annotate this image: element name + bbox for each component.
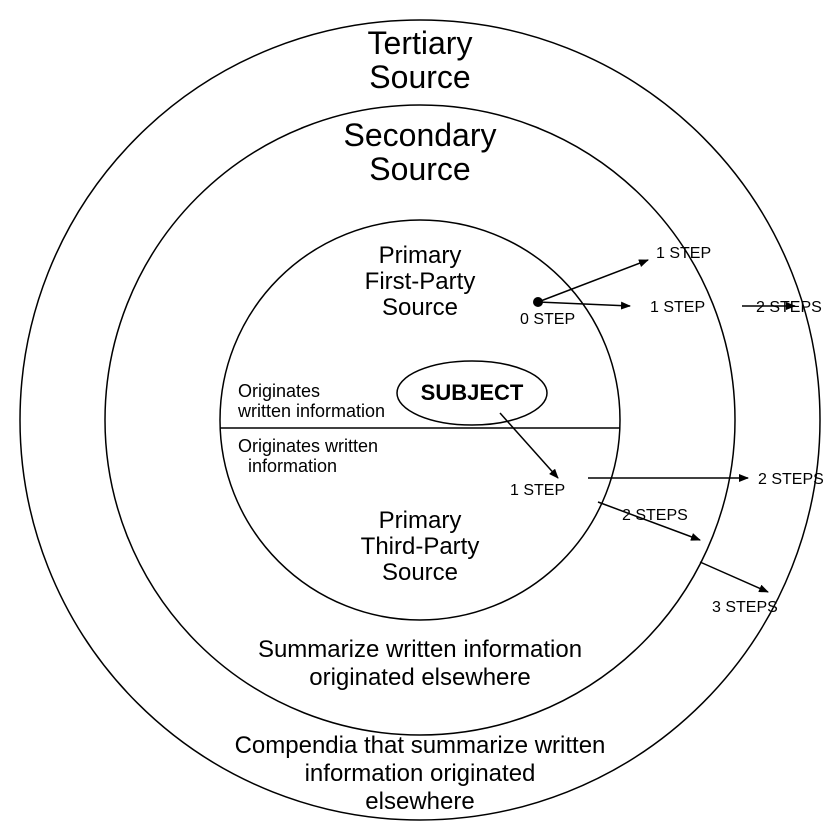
step-1c: 1 STEP [510, 482, 565, 499]
step-1a: 1 STEP [656, 245, 711, 262]
primary-third-party-1: Primary [379, 507, 462, 534]
step-3: 3 STEPS [712, 599, 778, 616]
originates-upper-1: Originates [238, 381, 320, 401]
tertiary-desc-3: elsewhere [365, 788, 474, 815]
originates-lower-2: information [248, 456, 337, 476]
arrow-b4 [700, 562, 768, 592]
tertiary-desc-1: Compendia that summarize written [235, 732, 606, 759]
primary-third-party-3: Source [382, 559, 458, 586]
primary-first-party-1: Primary [379, 242, 462, 269]
secondary-desc-2: originated elsewhere [309, 664, 530, 691]
secondary-label-1: Secondary [344, 117, 497, 153]
primary-first-party-3: Source [382, 294, 458, 321]
step-0: 0 STEP [520, 311, 575, 328]
step-2c: 2 STEPS [622, 507, 688, 524]
arrow-a1 [538, 260, 648, 302]
secondary-label-2: Source [369, 151, 470, 187]
primary-first-party-2: First-Party [365, 268, 476, 295]
tertiary-label-1: Tertiary [368, 25, 473, 61]
originates-upper-2: written information [237, 401, 385, 421]
step-1b: 1 STEP [650, 299, 705, 316]
secondary-desc-1: Summarize written information [258, 636, 582, 663]
source-diagram: Tertiary Source Secondary Source Primary… [0, 0, 840, 840]
step-2a: 2 STEPS [756, 299, 822, 316]
originates-lower-1: Originates written [238, 436, 378, 456]
arrow-b1 [500, 413, 558, 478]
primary-third-party-2: Third-Party [361, 533, 480, 560]
step-2b: 2 STEPS [758, 471, 824, 488]
tertiary-desc-2: information originated [305, 760, 536, 787]
subject-label: SUBJECT [421, 380, 524, 405]
tertiary-label-2: Source [369, 59, 470, 95]
